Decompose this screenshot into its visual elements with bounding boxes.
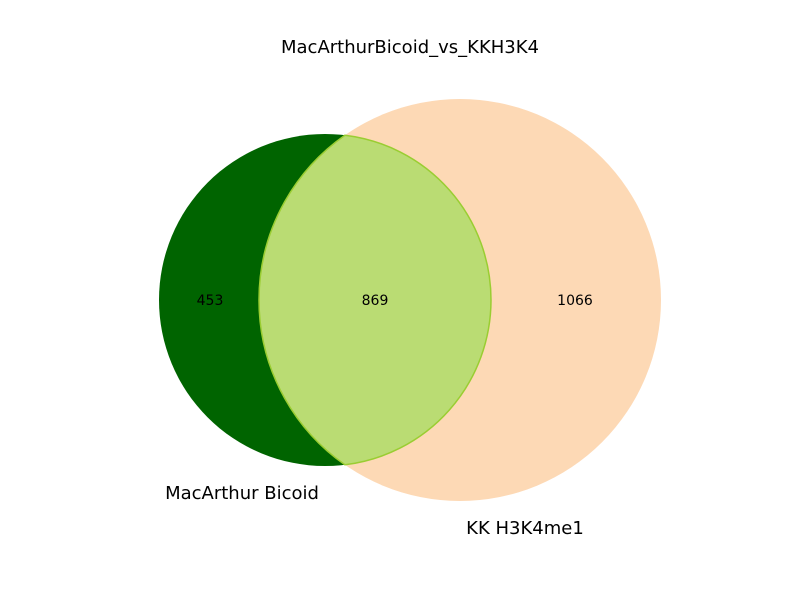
chart-title: MacArthurBicoid_vs_KKH3K4: [281, 37, 539, 58]
set-label-kk: KK H3K4me1: [466, 518, 584, 539]
count-intersection: 869: [362, 293, 389, 309]
venn-shapes: [159, 99, 661, 501]
count-only-macarthur: 453: [197, 293, 224, 309]
count-only-kk: 1066: [557, 293, 593, 309]
set-label-macarthur: MacArthur Bicoid: [165, 483, 319, 504]
intersection-region: [258, 134, 492, 466]
